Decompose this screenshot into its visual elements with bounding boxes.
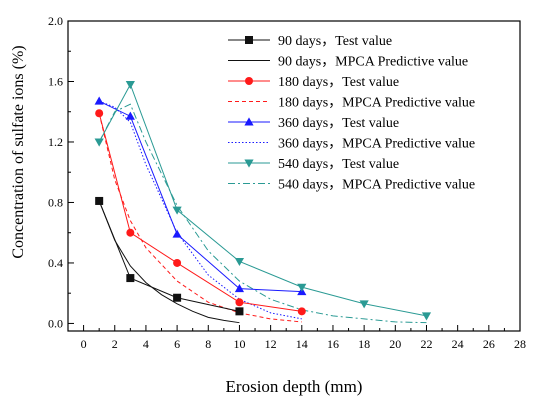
x-tick-label: 22 bbox=[420, 337, 432, 351]
marker-triangle-up bbox=[172, 229, 182, 238]
predictive-line bbox=[98, 103, 427, 324]
marker-circle bbox=[297, 307, 306, 316]
marker-square bbox=[235, 307, 244, 316]
legend-entry: 180 days，MPCA Predictive value bbox=[228, 96, 475, 111]
test-line bbox=[98, 100, 302, 293]
y-tick-label: 0.8 bbox=[48, 195, 63, 209]
legend-entry: 540 days，MPCA Predictive value bbox=[228, 178, 475, 193]
marker-circle bbox=[126, 228, 135, 237]
predictive-line bbox=[98, 200, 240, 324]
legend-entry: 360 days，MPCA Predictive value bbox=[228, 137, 475, 152]
x-axis-label: Erosion depth (mm) bbox=[226, 377, 363, 396]
plot-area bbox=[94, 81, 432, 324]
marker-triangle-down bbox=[297, 283, 307, 292]
marker-triangle-down bbox=[172, 206, 182, 215]
x-tick-label: 10 bbox=[233, 337, 245, 351]
x-tick-label: 16 bbox=[327, 337, 339, 351]
legend-entry: 90 days，Test value bbox=[228, 34, 392, 49]
predictive-line bbox=[98, 100, 302, 320]
legend-label: 360 days，Test value bbox=[278, 116, 399, 131]
x-tick-label: 20 bbox=[389, 337, 401, 351]
x-tick-label: 6 bbox=[174, 337, 180, 351]
marker-triangle-up bbox=[234, 284, 245, 293]
marker-square bbox=[126, 274, 135, 283]
marker-triangle-down bbox=[234, 257, 245, 267]
x-tick-label: 0 bbox=[81, 337, 87, 351]
y-tick-label: 0.0 bbox=[48, 316, 63, 330]
x-tick-label: 14 bbox=[296, 337, 308, 351]
y-tick-label: 1.2 bbox=[48, 135, 63, 149]
x-tick-label: 28 bbox=[514, 337, 526, 351]
y-tick-label: 1.6 bbox=[48, 74, 63, 88]
marker-square bbox=[173, 293, 182, 302]
marker-circle bbox=[245, 77, 253, 85]
legend-entry: 180 days，Test value bbox=[228, 75, 399, 90]
marker-square bbox=[245, 36, 253, 44]
marker-triangle-up bbox=[244, 117, 254, 126]
test-line bbox=[98, 200, 240, 312]
legend-label: 540 days，MPCA Predictive value bbox=[278, 178, 475, 193]
x-tick-label: 2 bbox=[112, 337, 118, 351]
legend-label: 90 days，MPCA Predictive value bbox=[278, 55, 468, 70]
legend-entry: 90 days，MPCA Predictive value bbox=[228, 55, 468, 70]
legend-label: 90 days，Test value bbox=[278, 34, 392, 49]
axes: 0 2 4 6 8 10 12 14 16 18 20 22 24 26 280.00.40.81.21.6… bbox=[48, 14, 526, 351]
marker-circle bbox=[173, 258, 182, 267]
legend-label: 540 days，Test value bbox=[278, 157, 399, 172]
legend-entry: 360 days，Test value bbox=[228, 116, 399, 131]
marker-triangle-down bbox=[421, 312, 432, 321]
marker-triangle-up bbox=[94, 96, 104, 105]
y-tick-label: 2.0 bbox=[48, 14, 63, 28]
x-tick-label: 8 bbox=[205, 337, 211, 351]
legend-label: 180 days，Test value bbox=[278, 75, 399, 90]
legend-label: 180 days，MPCA Predictive value bbox=[278, 96, 475, 111]
plot-frame bbox=[67, 20, 521, 332]
predictive-line bbox=[98, 113, 302, 323]
y-tick-label: 0.4 bbox=[48, 256, 63, 270]
marker-triangle-up bbox=[125, 111, 135, 120]
legend: 90 days，Test value 90 days，MPCA Predictiv… bbox=[228, 34, 475, 193]
legend-label: 360 days，MPCA Predictive value bbox=[278, 137, 475, 152]
x-tick-label: 18 bbox=[358, 337, 370, 351]
x-tick-label: 24 bbox=[452, 337, 464, 351]
marker-triangle-down bbox=[125, 81, 135, 90]
x-tick-label: 26 bbox=[483, 337, 495, 351]
marker-triangle-down bbox=[94, 138, 104, 147]
marker-square bbox=[95, 196, 104, 205]
marker-triangle-down bbox=[244, 159, 254, 168]
y-axis-label: Concentration of sulfate ions (%) bbox=[10, 45, 27, 258]
marker-circle bbox=[95, 109, 104, 118]
marker-triangle-down bbox=[359, 300, 369, 309]
x-tick-label: 4 bbox=[143, 337, 149, 351]
legend-entry: 540 days，Test value bbox=[228, 157, 399, 172]
x-tick-label: 12 bbox=[265, 337, 277, 351]
marker-circle bbox=[235, 298, 244, 307]
